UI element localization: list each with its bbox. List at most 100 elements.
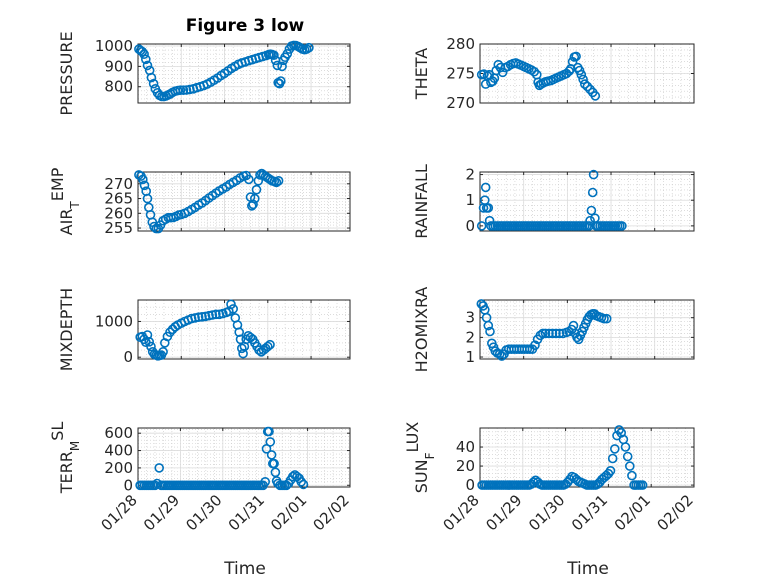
y-axis-label: MIXDEPTH xyxy=(57,288,76,371)
data-point xyxy=(576,69,587,80)
data-point xyxy=(200,311,211,322)
data-point xyxy=(605,465,616,476)
data-point xyxy=(540,328,551,339)
y-tick-label: 0 xyxy=(465,217,475,235)
data-point xyxy=(254,345,264,355)
y-tick-label: 800 xyxy=(104,78,133,96)
data-point xyxy=(248,199,258,210)
data-point xyxy=(304,42,314,53)
data-point xyxy=(193,312,204,323)
data-point xyxy=(578,74,588,85)
data-point xyxy=(165,327,175,338)
data-point xyxy=(137,46,148,57)
data-point xyxy=(620,442,631,452)
x-axis-label-right: Time xyxy=(566,559,609,579)
y-tick-label: 0 xyxy=(123,348,133,366)
y-tick-label: 0 xyxy=(465,476,475,494)
y-tick-label: 0 xyxy=(123,476,133,494)
data-point xyxy=(255,170,265,180)
data-point xyxy=(260,476,271,487)
data-point xyxy=(273,478,283,489)
data-point xyxy=(564,66,574,76)
data-point xyxy=(262,341,273,352)
data-point xyxy=(265,339,275,350)
data-point xyxy=(141,54,151,65)
y-tick-label: 255 xyxy=(104,219,133,237)
data-point xyxy=(551,328,561,339)
data-point xyxy=(601,313,612,324)
axes-border xyxy=(479,171,695,232)
data-point xyxy=(485,326,495,337)
data-point xyxy=(235,334,246,345)
data-point xyxy=(497,67,508,78)
y-tick-label: 200 xyxy=(104,459,133,477)
data-point xyxy=(148,78,159,89)
y-axis-label: H2OMIXRA xyxy=(412,287,431,373)
data-point xyxy=(154,463,164,473)
y-tick-label: 260 xyxy=(104,204,133,222)
subplot-2: 270 275 280 THETA xyxy=(412,35,695,112)
data-point xyxy=(544,328,554,339)
y-tick-label: 2 xyxy=(465,328,475,346)
data-point xyxy=(228,304,238,314)
data-point xyxy=(265,437,276,447)
data-point xyxy=(624,461,635,471)
axes-border xyxy=(137,299,351,360)
data-point xyxy=(588,169,599,180)
data-point xyxy=(530,340,540,351)
data-point xyxy=(287,471,298,482)
data-point xyxy=(277,61,287,72)
data-point xyxy=(142,60,153,71)
y-tick-label: 400 xyxy=(104,442,133,460)
data-point xyxy=(622,451,633,462)
figure-title: Figure 3 low xyxy=(186,16,305,36)
y-axis-label: PRESSURE xyxy=(57,31,76,115)
y-tick-label: 1 xyxy=(465,348,475,366)
y-tick-label: 1000 xyxy=(95,37,133,55)
data-point xyxy=(269,50,279,61)
data-point xyxy=(480,182,491,193)
data-point xyxy=(139,49,149,60)
axes-box xyxy=(137,43,351,104)
data-point xyxy=(158,346,168,357)
subplot-4: 0 1 2 RAINFALL xyxy=(412,164,695,239)
data-point xyxy=(607,453,618,464)
data-point xyxy=(582,81,593,92)
y-tick-label: 600 xyxy=(104,424,133,442)
data-point xyxy=(282,48,293,59)
y-tick-label: 2 xyxy=(465,166,475,184)
data-point xyxy=(144,336,154,347)
data-point xyxy=(637,480,648,490)
axes-border xyxy=(479,299,695,360)
y-tick-label: 280 xyxy=(446,35,475,53)
y-tick-label: 20 xyxy=(456,457,475,475)
data-point xyxy=(579,79,590,89)
data-point xyxy=(269,458,279,469)
y-tick-label: 275 xyxy=(446,65,475,83)
y-tick-label: 1000 xyxy=(95,312,133,330)
data-point xyxy=(617,221,627,231)
data-point xyxy=(251,184,262,195)
data-point xyxy=(146,72,157,83)
data-point xyxy=(590,91,601,101)
y-axis-label: SUNFLUX xyxy=(403,422,438,494)
data-point xyxy=(273,176,284,186)
data-point xyxy=(296,476,307,487)
data-point xyxy=(244,174,254,185)
data-point xyxy=(266,450,277,460)
data-point xyxy=(197,311,207,322)
y-axis-label: AIRTEMP xyxy=(48,167,83,235)
data-point xyxy=(207,310,218,320)
data-point xyxy=(496,351,507,361)
data-point xyxy=(181,85,192,95)
data-point xyxy=(139,180,150,191)
data-point xyxy=(264,426,274,437)
data-point xyxy=(146,341,156,352)
data-point xyxy=(175,85,186,95)
data-point xyxy=(627,470,637,481)
y-tick-label: 3 xyxy=(465,309,475,327)
data-point xyxy=(142,193,153,204)
subplot-6: 1 23 H2OMIXRA xyxy=(412,287,695,373)
